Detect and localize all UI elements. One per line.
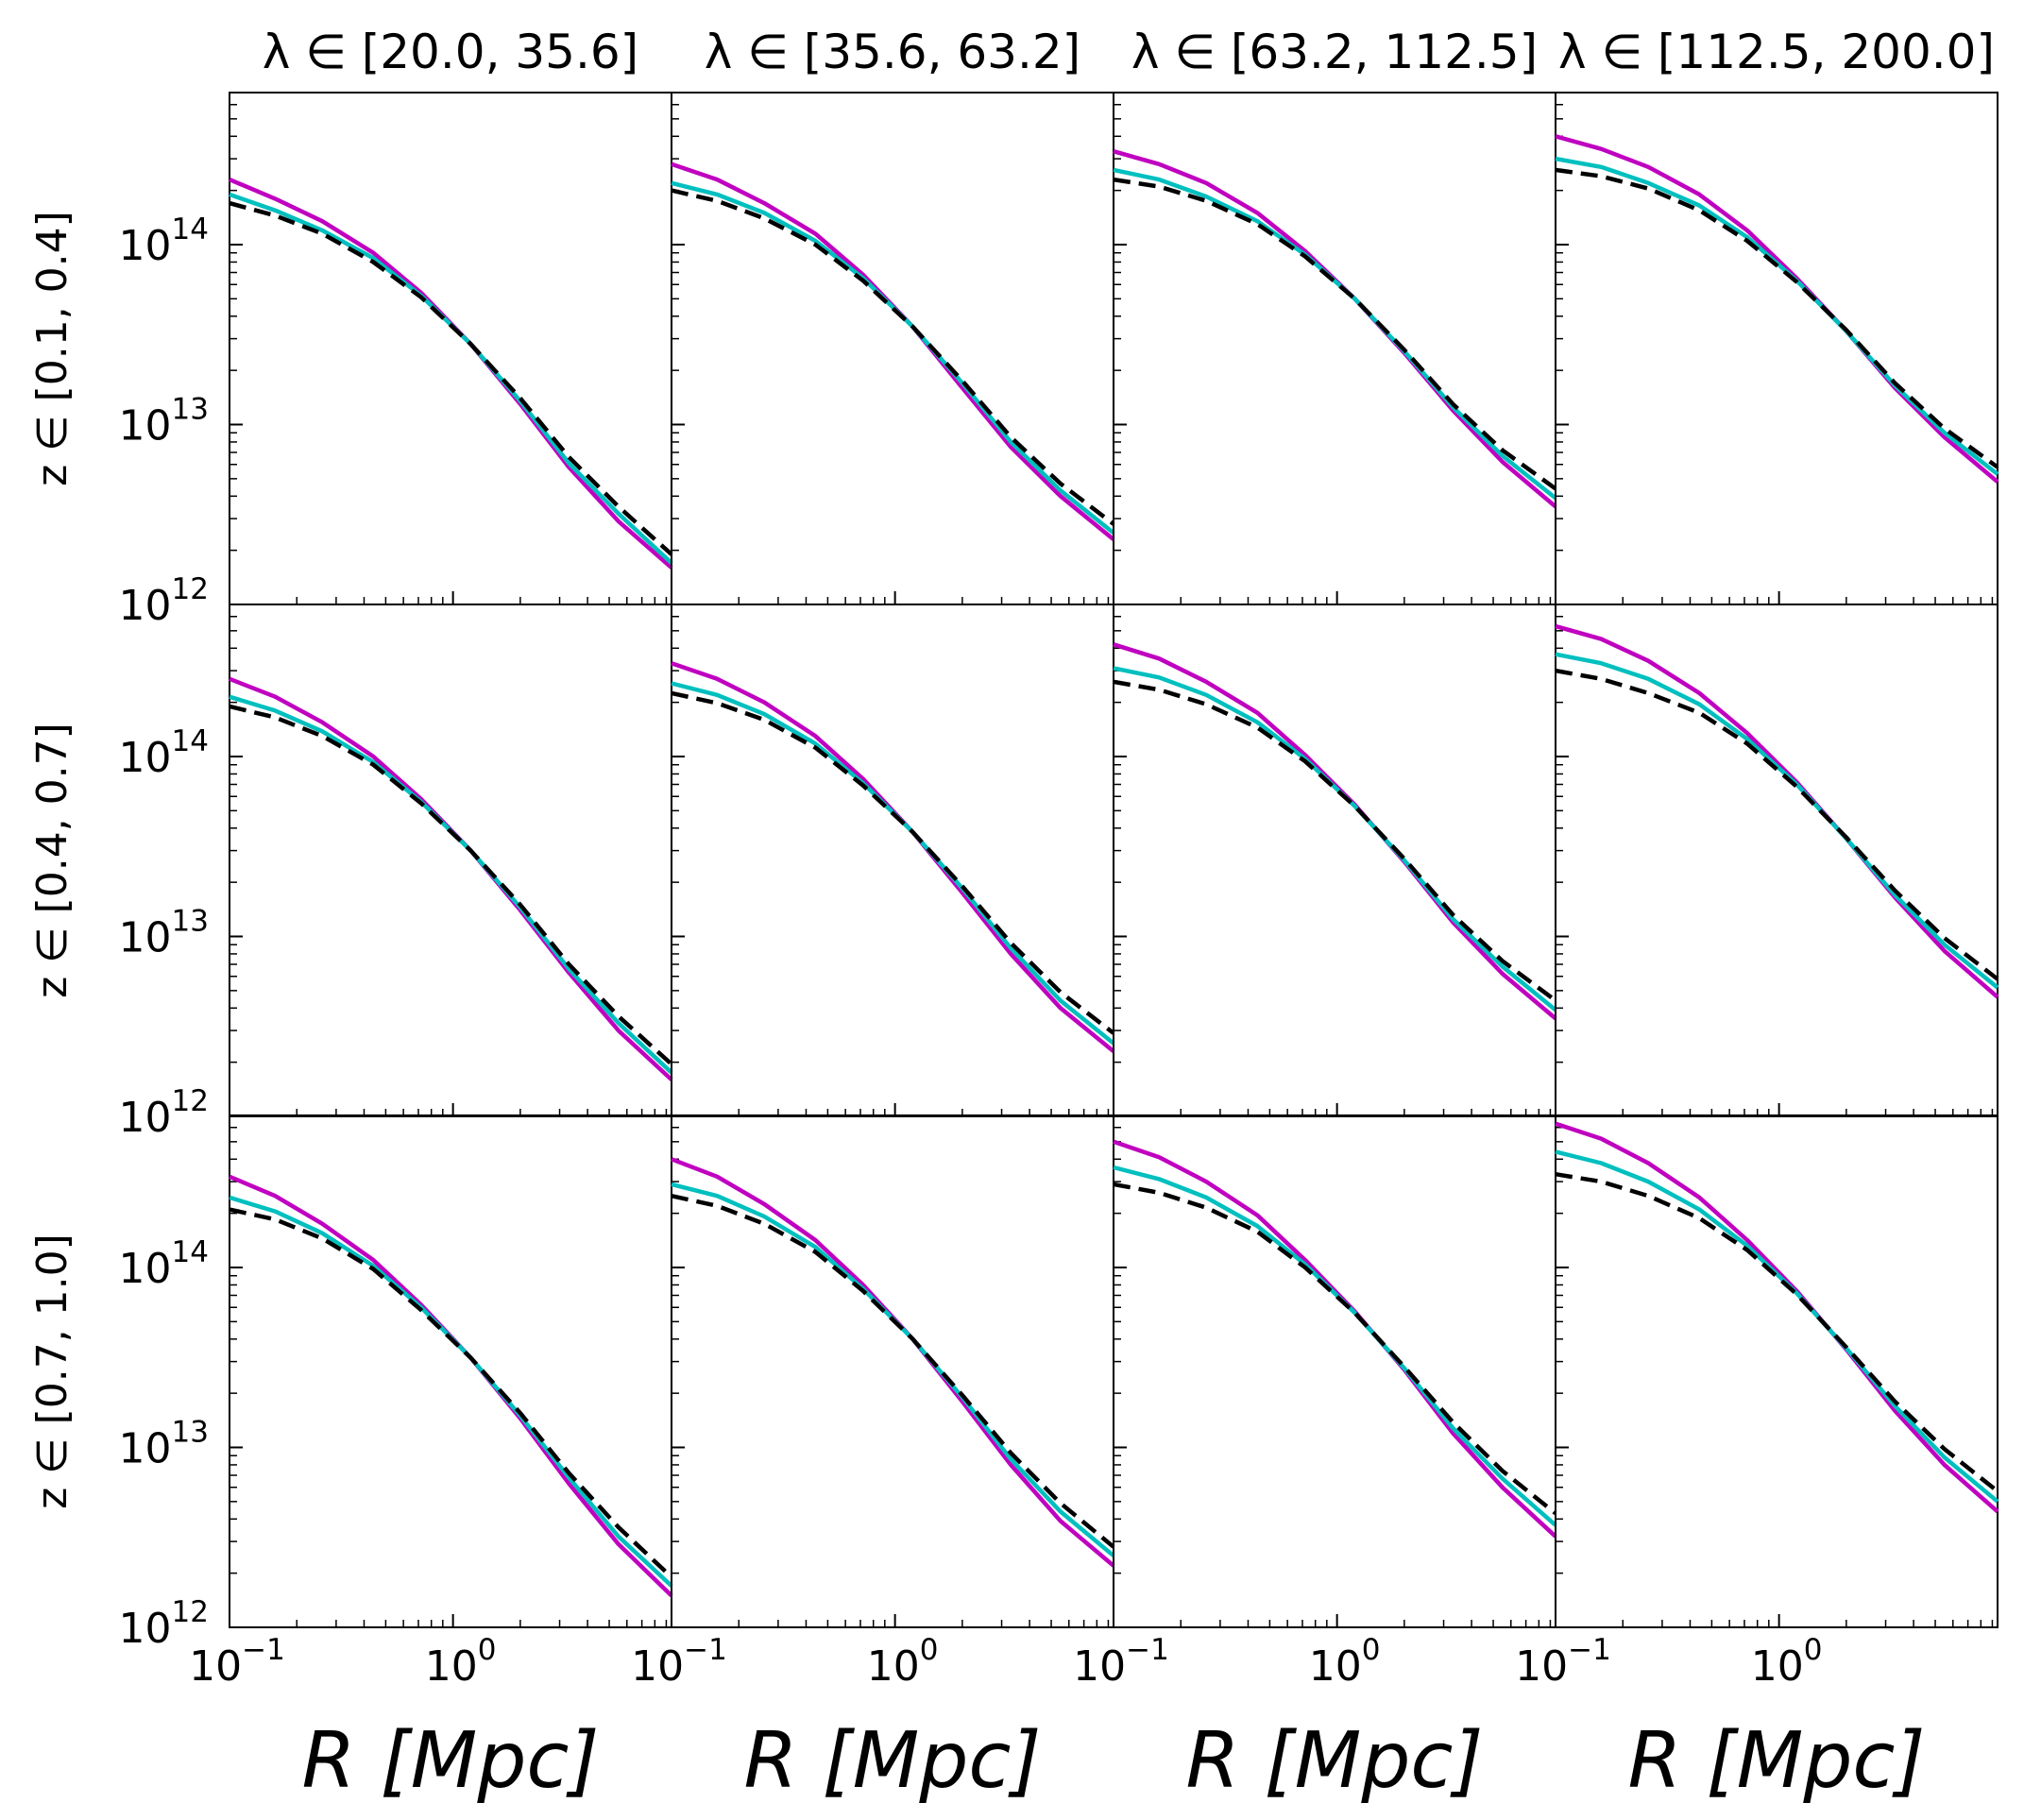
row-label: z ∈ [0.7, 1.0] [28, 1233, 77, 1509]
x-tick-label: 10−1 [189, 1633, 285, 1691]
series-line-2 [1113, 679, 1557, 1003]
series-line-1 [671, 681, 1115, 1046]
series-line-1 [1555, 652, 1999, 990]
column-title: λ ∈ [112.5, 200.0] [1558, 25, 1995, 79]
series-line-0 [229, 1174, 673, 1598]
panel-r1-c3 [1555, 604, 1999, 1117]
panel-frame [1113, 604, 1556, 1117]
x-tick-label: 100 [1751, 1633, 1823, 1691]
series-line-0 [1555, 1121, 1999, 1514]
series-line-0 [229, 676, 673, 1081]
series-line-2 [229, 704, 673, 1066]
panel-r0-c1 [671, 92, 1115, 605]
series-line-2 [1555, 167, 1999, 469]
series-line-1 [229, 1195, 673, 1588]
series-line-2 [1555, 668, 1999, 981]
series-line-2 [671, 690, 1115, 1035]
series-line-1 [229, 192, 673, 565]
series-line-1 [671, 1182, 1115, 1557]
x-tick-label: 10−1 [1073, 1633, 1169, 1691]
panel-frame [229, 604, 672, 1117]
y-tick-label: 1014 [119, 1235, 209, 1293]
y-tick-label: 1013 [119, 904, 209, 961]
x-axis-label: R [Mpc] [1628, 1716, 1926, 1806]
x-axis-label: R [Mpc] [744, 1716, 1042, 1806]
labels-layer: λ ∈ [20.0, 35.6] λ ∈ [35.6, 63.2] λ ∈ [63.… [28, 25, 1995, 1806]
panel-frame [1555, 1114, 1998, 1628]
panel-frame [1113, 1114, 1556, 1628]
panel-frame [229, 92, 672, 605]
panel-r1-c2 [1113, 604, 1557, 1117]
column-title: λ ∈ [63.2, 112.5] [1131, 25, 1538, 79]
x-axis-label: R [Mpc] [302, 1716, 600, 1806]
series-line-1 [671, 180, 1115, 535]
panel-r0-c0: 1012 1013 1014 [119, 92, 673, 630]
x-tick-label: 10−1 [631, 1633, 727, 1691]
column-title: λ ∈ [20.0, 35.6] [263, 25, 638, 79]
row-label: z ∈ [0.1, 0.4] [28, 211, 77, 486]
y-tick-label: 1014 [119, 213, 209, 270]
series-line-0 [1113, 1139, 1557, 1539]
panel-frame [1113, 92, 1556, 605]
series-line-2 [1113, 1182, 1557, 1516]
panel-r2-c1: 10−1 100 [631, 1114, 1115, 1691]
series-line-0 [1113, 149, 1557, 509]
panel-r2-c3: 10−1 100 [1515, 1114, 1999, 1691]
series-line-0 [1555, 623, 1999, 999]
y-tick-label: 1012 [119, 1595, 209, 1653]
row-label: z ∈ [0.4, 0.7] [28, 723, 77, 998]
column-title: λ ∈ [35.6, 63.2] [705, 25, 1080, 79]
series-line-2 [229, 200, 673, 556]
x-axis-label: R [Mpc] [1186, 1716, 1484, 1806]
panel-r2-c0: 1012 1013 1014 10−1 100 [119, 1114, 673, 1691]
panel-r2-c2: 10−1 100 [1073, 1114, 1557, 1691]
panel-frame [671, 1114, 1114, 1628]
series-line-2 [1555, 1171, 1999, 1493]
panel-r0-c2 [1113, 92, 1557, 605]
panel-frame [1555, 604, 1998, 1117]
series-line-2 [671, 188, 1115, 526]
panels-layer: 1012 1013 1014 1012 1013 1014 1012 1013 1014 10−1… [119, 92, 1999, 1691]
series-line-0 [1555, 134, 1999, 484]
panel-frame [671, 92, 1114, 605]
panel-r1-c1 [671, 604, 1115, 1117]
series-line-0 [671, 162, 1115, 541]
y-tick-label: 1012 [119, 572, 209, 630]
panel-frame [1555, 92, 1998, 605]
panel-r1-c0: 1012 1013 1014 [119, 604, 673, 1142]
y-tick-label: 1012 [119, 1084, 209, 1142]
x-tick-label: 100 [867, 1633, 939, 1691]
panel-frame [229, 1114, 672, 1628]
y-tick-label: 1014 [119, 724, 209, 782]
series-line-2 [671, 1194, 1115, 1549]
series-line-0 [1113, 642, 1557, 1021]
panel-r0-c3 [1555, 92, 1999, 605]
x-tick-label: 10−1 [1515, 1633, 1611, 1691]
series-line-0 [671, 1157, 1115, 1568]
x-tick-label: 100 [425, 1633, 497, 1691]
series-line-0 [671, 661, 1115, 1053]
y-tick-label: 1013 [119, 1415, 209, 1472]
x-tick-label: 100 [1309, 1633, 1381, 1691]
y-tick-label: 1013 [119, 392, 209, 450]
series-line-1 [229, 694, 673, 1075]
series-line-0 [229, 178, 673, 570]
series-line-2 [1113, 177, 1557, 491]
panel-frame [671, 604, 1114, 1117]
